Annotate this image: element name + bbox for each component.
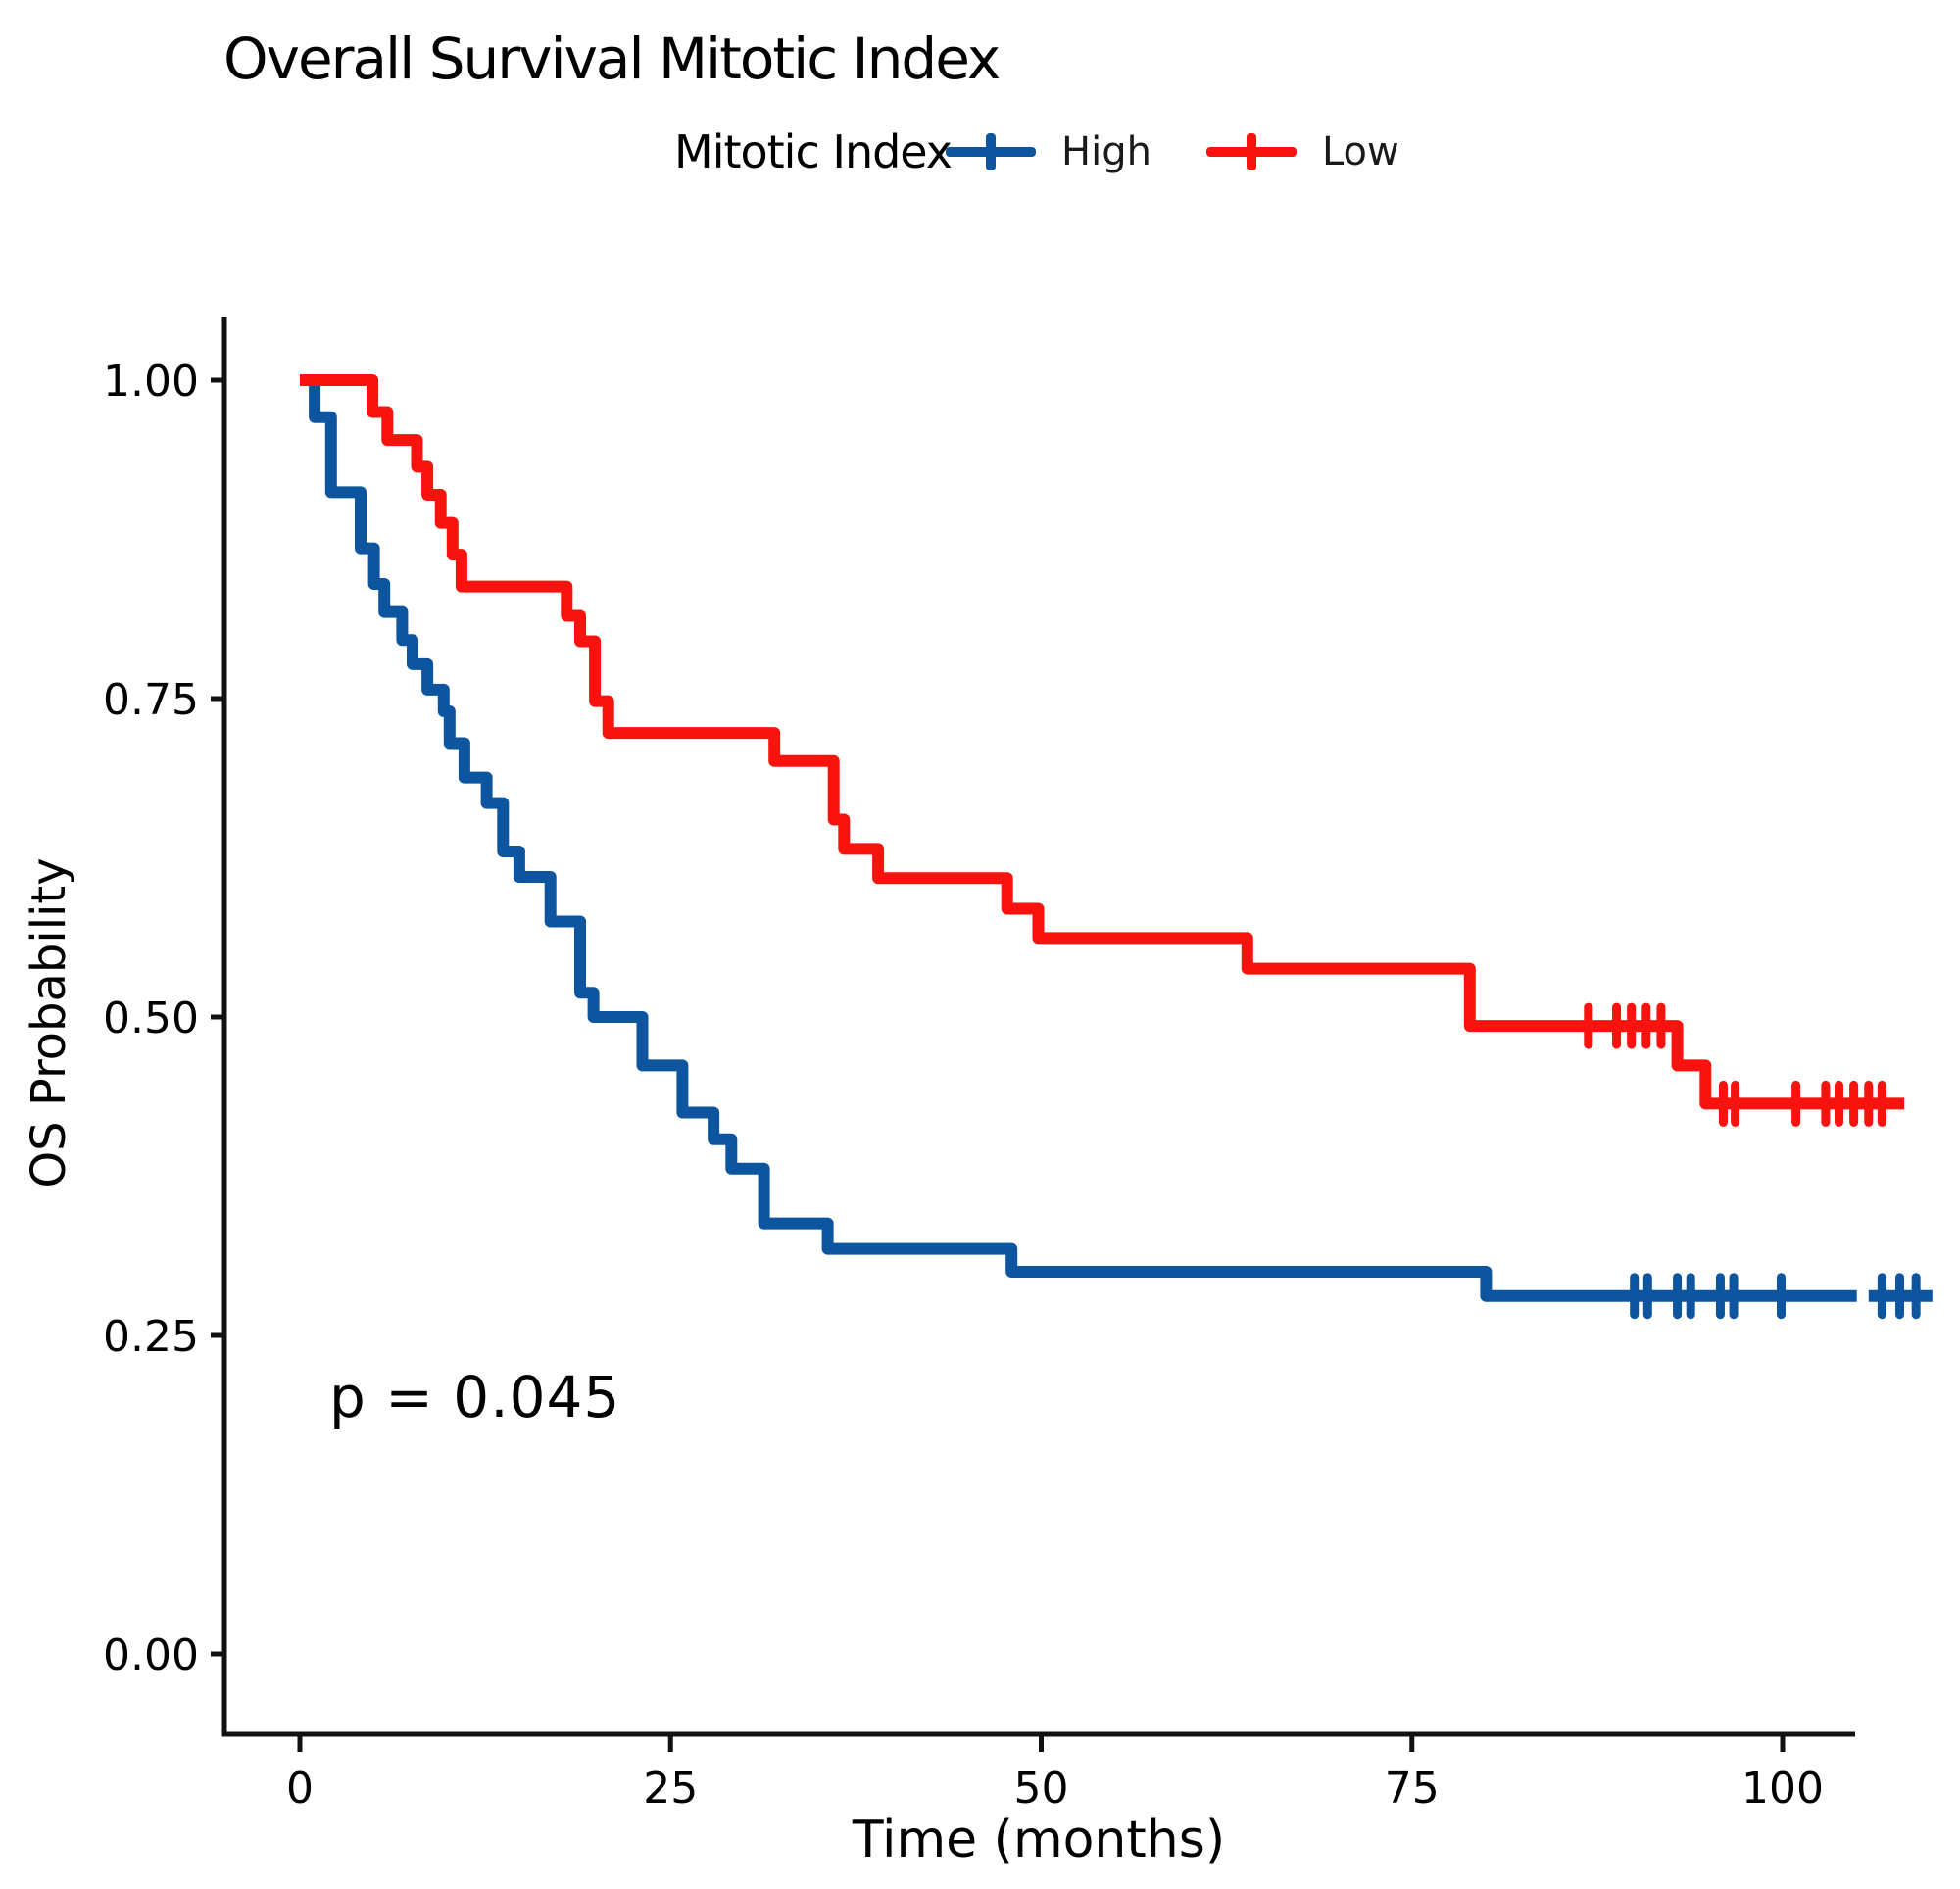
x-tick-label: 25: [643, 1764, 698, 1814]
x-tick-label: 100: [1741, 1764, 1824, 1814]
x-tick-label: 0: [286, 1764, 314, 1814]
legend: Mitotic Index High Low: [674, 125, 1399, 178]
series-high-line: [300, 374, 1857, 1302]
high-censor-marker-icon: [946, 129, 1037, 174]
chart-title: Overall Survival Mitotic Index: [223, 25, 1001, 92]
x-tick-label: 50: [1014, 1764, 1069, 1814]
legend-label-high: High: [1061, 129, 1152, 174]
y-tick-label: 0.00: [103, 1630, 199, 1680]
x-axis-title: Time (months): [852, 1811, 1226, 1869]
low-censor-marker-icon: [1205, 129, 1297, 174]
legend-label-low: Low: [1321, 129, 1399, 174]
series-low-line: [300, 374, 1905, 1110]
y-tick-label: 1.00: [103, 357, 199, 407]
y-tick-label: 0.75: [103, 675, 199, 725]
x-tick-label: 75: [1385, 1764, 1440, 1814]
y-tick-label: 0.25: [103, 1312, 199, 1362]
y-tick-label: 0.50: [103, 993, 199, 1043]
pvalue-annotation: p = 0.045: [329, 1364, 621, 1430]
legend-title: Mitotic Index: [674, 125, 953, 178]
